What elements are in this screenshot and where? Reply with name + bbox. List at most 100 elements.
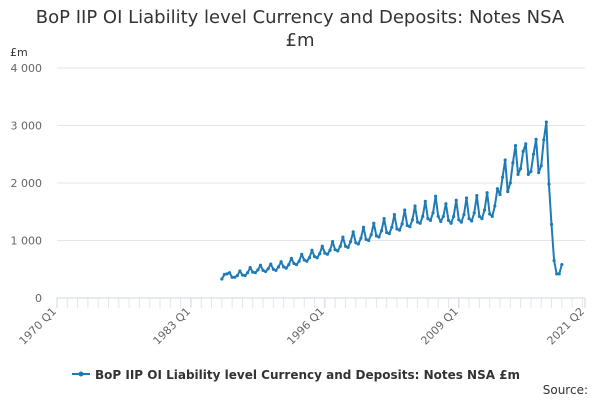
data-point xyxy=(243,273,247,278)
data-point xyxy=(354,241,358,245)
data-point xyxy=(225,272,229,276)
data-point xyxy=(307,256,312,260)
data-point xyxy=(315,256,319,260)
data-point xyxy=(403,208,407,212)
data-point xyxy=(374,234,378,238)
data-point xyxy=(418,221,422,225)
data-point xyxy=(392,213,396,217)
data-point xyxy=(470,219,474,223)
data-point xyxy=(240,273,245,277)
data-point xyxy=(434,194,438,198)
data-point xyxy=(364,237,368,241)
y-tick-label: 0 xyxy=(35,292,42,305)
source-label: Source: xyxy=(543,383,588,397)
data-point xyxy=(534,137,538,141)
data-point xyxy=(488,212,492,216)
data-point xyxy=(464,196,469,200)
x-tick-label: 1983 Q1 xyxy=(151,305,194,348)
data-point xyxy=(405,223,409,228)
data-point xyxy=(248,265,252,270)
data-point xyxy=(325,252,330,256)
data-point xyxy=(318,252,322,256)
data-point xyxy=(526,172,530,176)
data-point xyxy=(462,213,466,217)
data-point xyxy=(379,229,384,233)
data-point xyxy=(238,269,242,273)
data-point xyxy=(542,138,546,142)
data-point xyxy=(519,167,523,171)
data-point xyxy=(282,265,286,269)
data-point xyxy=(390,225,394,229)
data-point xyxy=(400,222,404,226)
data-point xyxy=(513,144,518,148)
data-point xyxy=(454,198,458,202)
data-point xyxy=(397,228,402,232)
data-point xyxy=(235,273,239,278)
data-point xyxy=(428,218,433,222)
data-point xyxy=(328,248,332,252)
data-point xyxy=(320,244,324,248)
y-tick-label: 1 000 xyxy=(11,235,43,248)
data-point xyxy=(395,227,399,231)
data-point xyxy=(333,248,337,252)
data-point xyxy=(498,192,502,197)
data-point xyxy=(452,214,456,218)
data-point xyxy=(289,256,293,260)
data-point xyxy=(544,120,548,124)
data-point xyxy=(444,202,448,206)
data-point xyxy=(485,191,489,195)
legend[interactable]: BoP IIP OI Liability level Currency and … xyxy=(72,368,520,382)
chart-title-line: £m xyxy=(285,30,315,51)
data-point xyxy=(547,182,551,186)
data-point xyxy=(439,219,443,224)
data-point xyxy=(343,244,348,248)
chart-title: BoP IIP OI Liability level Currency and … xyxy=(0,6,600,52)
data-point xyxy=(482,208,487,212)
chart-title-line: BoP IIP OI Liability level Currency and … xyxy=(35,7,565,28)
data-point xyxy=(230,275,234,279)
data-point xyxy=(537,171,541,175)
data-point xyxy=(475,194,479,198)
data-point xyxy=(274,268,278,272)
data-point xyxy=(467,217,471,221)
data-point xyxy=(356,242,360,246)
data-point xyxy=(524,142,528,146)
data-point xyxy=(385,230,389,235)
data-point xyxy=(279,260,283,264)
data-point xyxy=(271,267,275,271)
data-point xyxy=(367,238,371,243)
y-tick-label: 4 000 xyxy=(11,62,43,75)
data-point xyxy=(266,267,270,271)
data-point xyxy=(253,271,257,275)
data-point xyxy=(276,265,281,269)
data-point xyxy=(377,235,381,239)
data-point xyxy=(372,221,376,225)
data-point xyxy=(258,263,263,267)
data-point xyxy=(264,269,268,274)
data-point xyxy=(261,268,265,272)
legend-series-label[interactable]: BoP IIP OI Liability level Currency and … xyxy=(95,368,520,382)
data-point xyxy=(310,248,314,252)
x-tick-label: 2021 Q2 xyxy=(545,305,588,348)
data-point xyxy=(441,214,445,218)
data-point xyxy=(312,255,317,259)
data-point xyxy=(449,221,453,225)
data-point xyxy=(503,158,507,162)
data-point xyxy=(220,277,224,281)
data-point xyxy=(336,249,340,253)
data-point xyxy=(531,152,536,156)
gridlines xyxy=(56,67,585,308)
data-point xyxy=(294,263,299,267)
data-point xyxy=(436,214,440,218)
data-point xyxy=(359,236,363,240)
y-tick-label: 3 000 xyxy=(11,120,43,133)
data-point xyxy=(297,259,301,263)
data-point xyxy=(506,190,510,194)
data-point xyxy=(415,220,420,224)
data-point xyxy=(560,263,564,267)
x-tick-label: 1970 Q1 xyxy=(17,305,60,348)
data-point xyxy=(472,211,476,215)
data-point xyxy=(292,261,296,266)
